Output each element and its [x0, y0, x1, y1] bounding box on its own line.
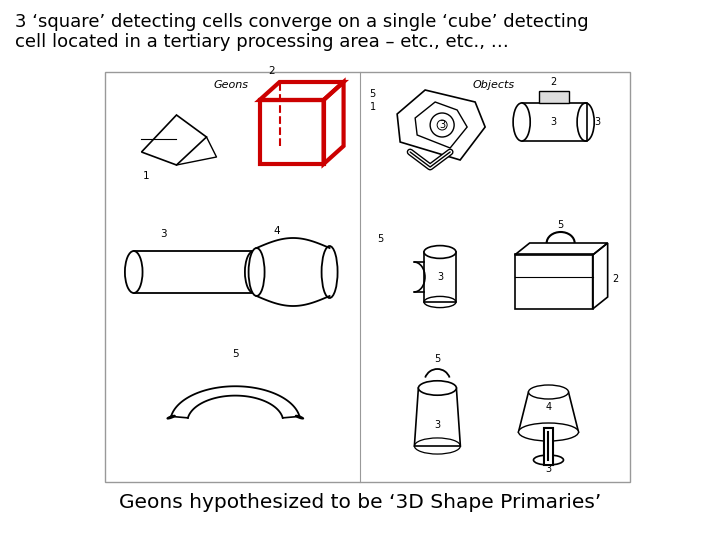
Text: 4: 4: [274, 226, 280, 236]
Ellipse shape: [248, 248, 264, 296]
Bar: [515, 254, 593, 309]
Text: 5: 5: [434, 354, 441, 364]
Text: 2: 2: [551, 77, 557, 87]
Text: 5: 5: [557, 220, 564, 230]
Text: 1: 1: [143, 171, 150, 181]
Text: Geons: Geons: [214, 80, 248, 90]
Text: 2: 2: [613, 274, 618, 284]
Bar: [522, 103, 587, 141]
Ellipse shape: [528, 385, 569, 399]
Bar: [424, 252, 456, 302]
Text: 3: 3: [551, 117, 557, 127]
Text: 3: 3: [439, 120, 445, 130]
Ellipse shape: [125, 251, 143, 293]
Ellipse shape: [424, 246, 456, 259]
Ellipse shape: [296, 416, 303, 418]
Text: 3: 3: [434, 420, 441, 430]
Text: 5: 5: [377, 234, 384, 244]
Text: 1: 1: [369, 102, 376, 112]
Ellipse shape: [513, 103, 530, 141]
Bar: [134, 251, 253, 293]
Text: Objects: Objects: [472, 80, 515, 90]
Text: 3: 3: [546, 464, 552, 474]
Ellipse shape: [518, 423, 578, 441]
Text: Geons hypothesized to be ‘3D Shape Primaries’: Geons hypothesized to be ‘3D Shape Prima…: [119, 493, 601, 512]
Text: 3: 3: [595, 117, 600, 127]
Bar: [539, 91, 569, 103]
Ellipse shape: [534, 455, 564, 465]
Text: cell located in a tertiary processing area – etc., etc., …: cell located in a tertiary processing ar…: [15, 33, 509, 51]
Text: 3: 3: [161, 229, 167, 239]
Bar: [105, 72, 630, 482]
Text: 2: 2: [269, 66, 275, 76]
Text: 5: 5: [369, 89, 376, 99]
Text: 4: 4: [546, 402, 552, 412]
Ellipse shape: [167, 416, 175, 418]
Text: 3 ‘square’ detecting cells converge on a single ‘cube’ detecting: 3 ‘square’ detecting cells converge on a…: [15, 13, 589, 31]
Text: 3: 3: [437, 272, 443, 282]
Ellipse shape: [418, 381, 456, 395]
Text: 5: 5: [232, 349, 238, 359]
